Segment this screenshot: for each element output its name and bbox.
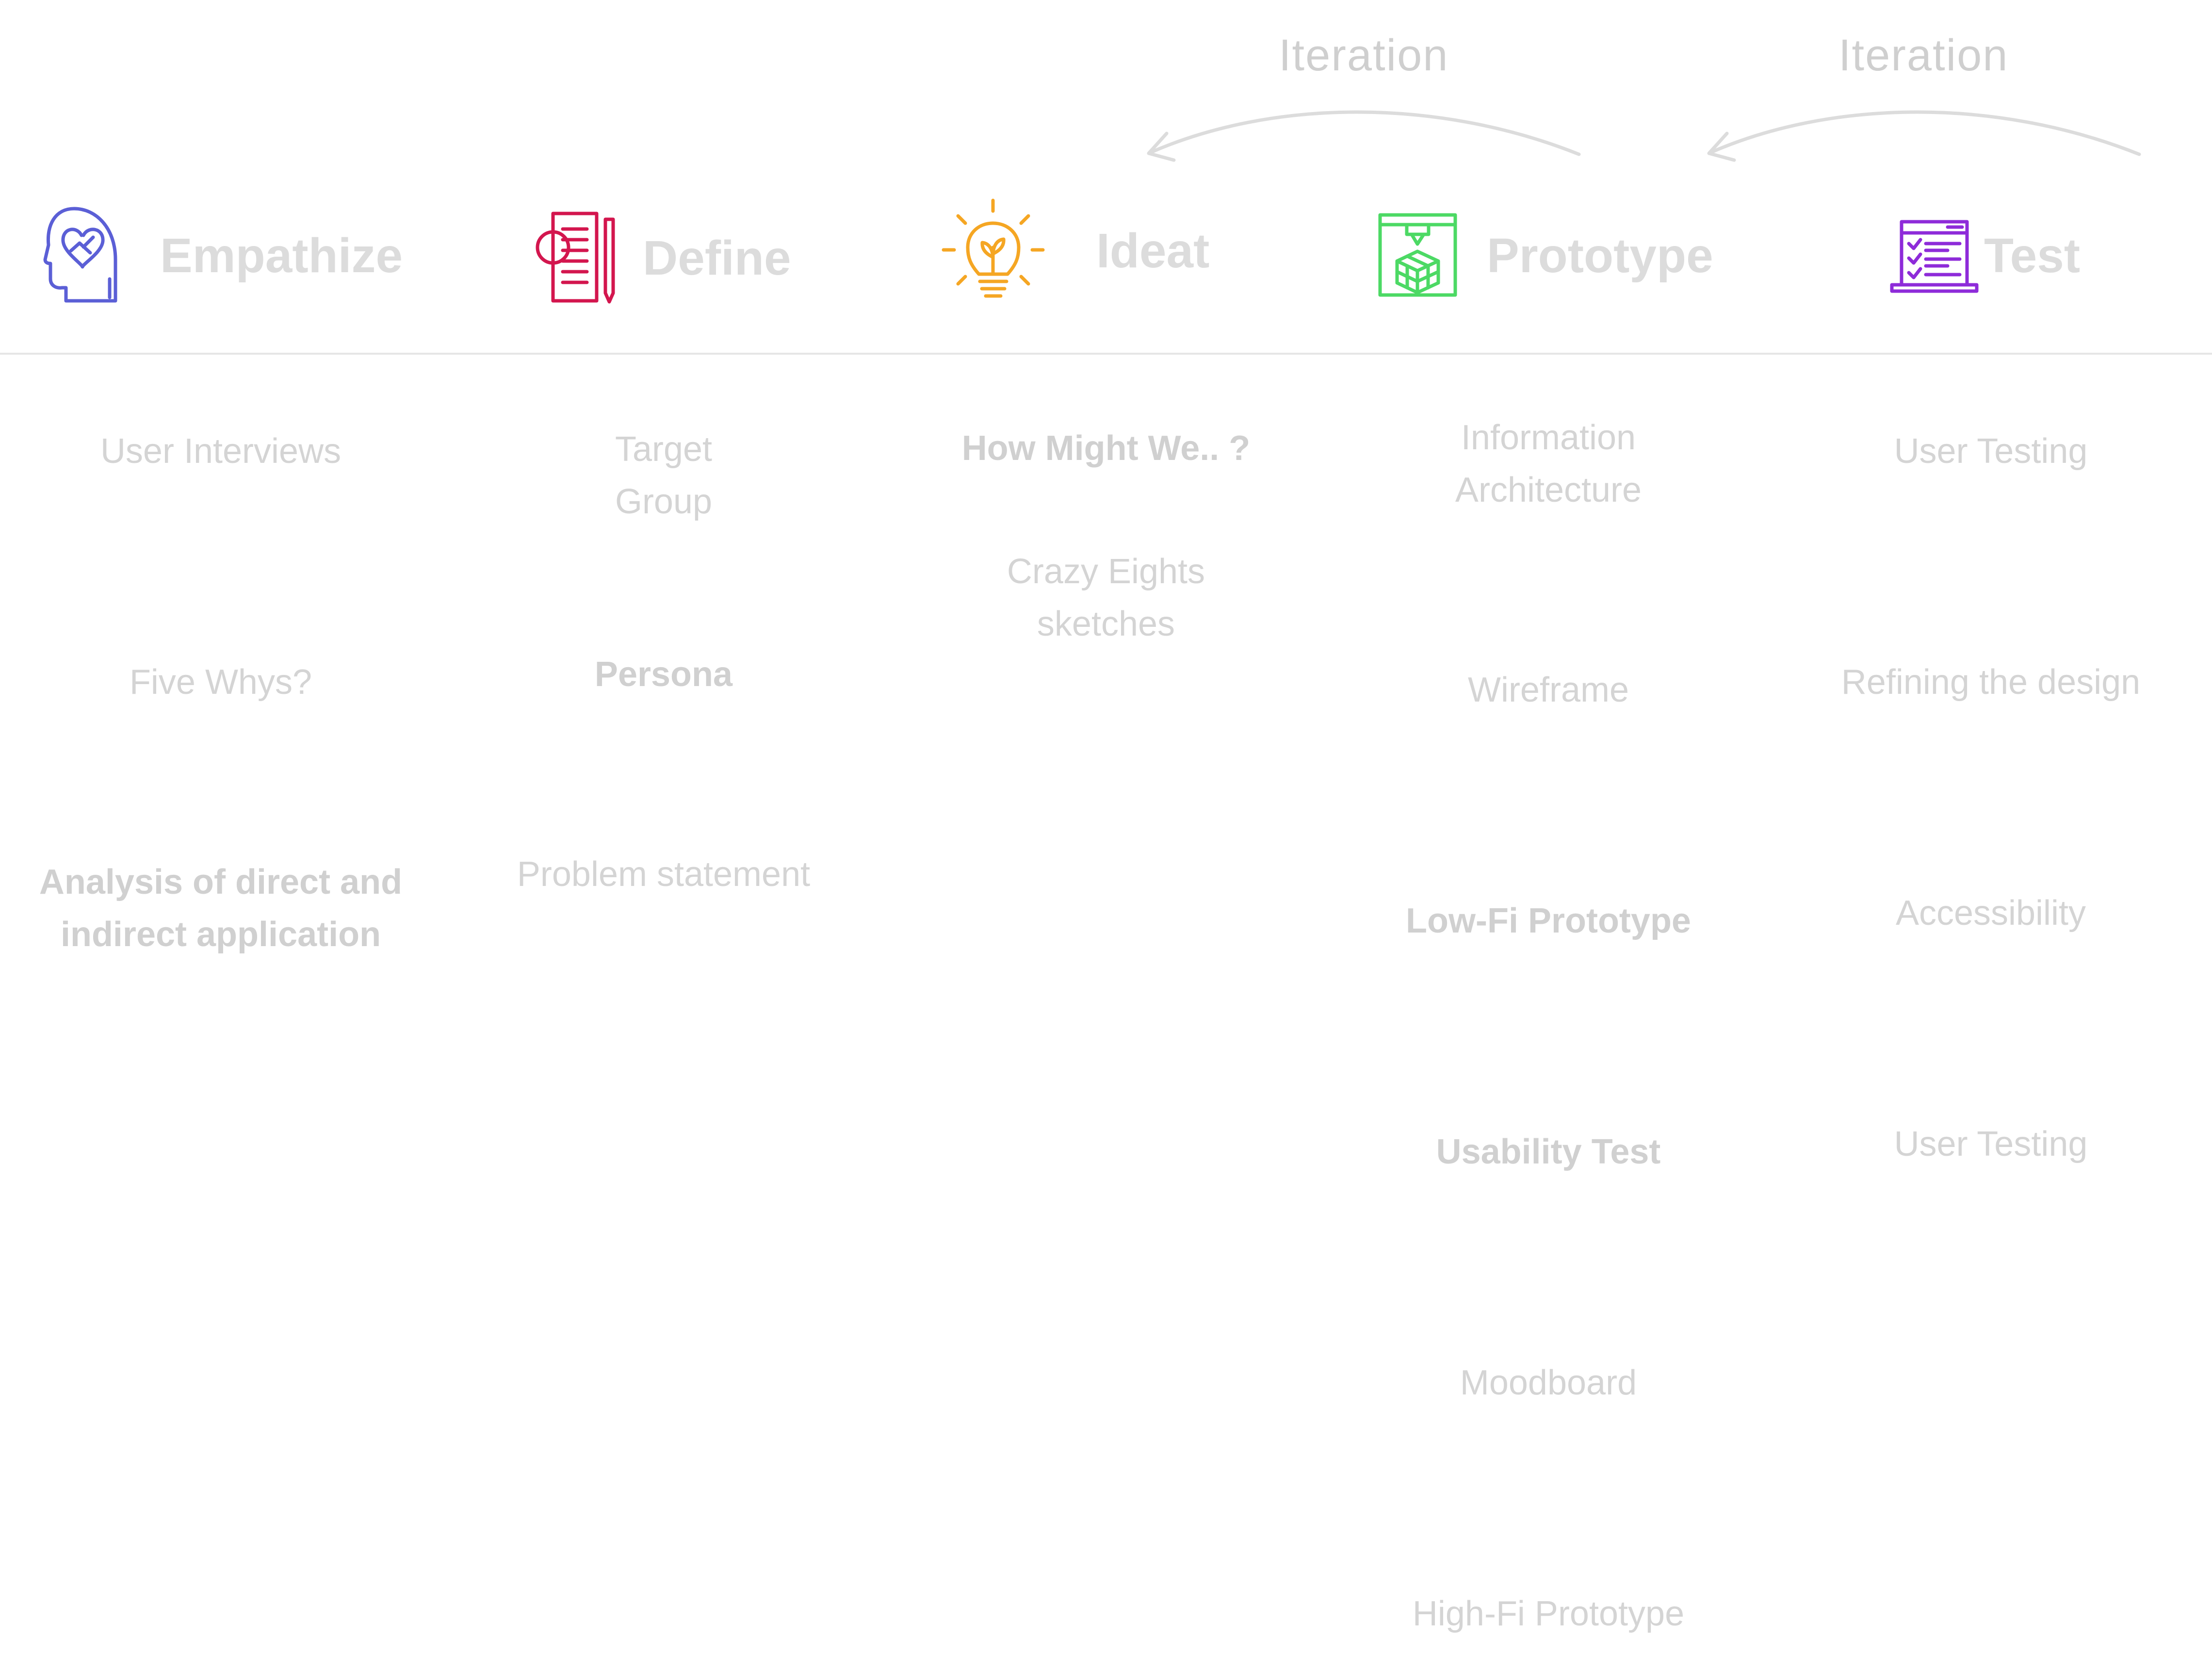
iteration-arrow-1-head [1147,131,1176,162]
iteration-arrow-2-head [1707,131,1736,162]
head-heart-handshake-icon [43,207,117,303]
phase-title-empathize: Empathize [160,229,403,283]
define-item-target-group: Target Group [615,430,713,521]
test-item-accessibility: Accessibility [1895,894,2086,933]
header-divider [0,353,2212,355]
iteration-arrows [1147,110,2141,162]
prototype-item-moodboard: Moodboard [1460,1363,1637,1402]
laptop-checklist-icon [1890,220,1979,293]
define-item-problem-statement: Problem statement [517,855,811,894]
document-magnifier-pencil-icon [536,212,615,304]
lightbulb-sprout-icon [942,198,1045,298]
prototype-item-low-fi: Low-Fi Prototype [1406,901,1691,940]
iteration-label-1: Iteration [1279,31,1449,80]
prototype-item-high-fi: High-Fi Prototype [1412,1594,1685,1633]
prototype-item-wireframe: Wireframe [1467,671,1629,709]
3d-printer-cube-icon [1378,213,1457,297]
iteration-label-2: Iteration [1838,31,2009,80]
empathize-item-analysis: Analysis of direct and indirect applicat… [39,863,403,954]
test-item-user-testing-1: User Testing [1894,432,2088,471]
ideat-item-how-might-we: How Might We.. ? [961,429,1251,468]
iteration-arrow-1 [1148,110,1581,156]
test-item-refining-design: Refining the design [1841,663,2141,702]
phase-title-test: Test [1984,229,2081,283]
empathize-item-user-interviews: User Interviews [100,432,342,471]
prototype-item-information-architecture: Information Architecture [1455,418,1642,509]
empathize-item-five-whys: Five Whys? [129,663,312,702]
prototype-item-usability-test: Usability Test [1436,1132,1661,1171]
iteration-arrow-2 [1708,110,2141,156]
phase-title-ideat: Ideat [1096,224,1210,278]
define-item-persona: Persona [594,655,733,694]
test-item-user-testing-2: User Testing [1894,1125,2088,1163]
ideat-item-crazy-eights: Crazy Eights sketches [1007,552,1205,643]
phase-title-prototype: Prototype [1487,229,1713,283]
phase-title-define: Define [643,231,791,285]
